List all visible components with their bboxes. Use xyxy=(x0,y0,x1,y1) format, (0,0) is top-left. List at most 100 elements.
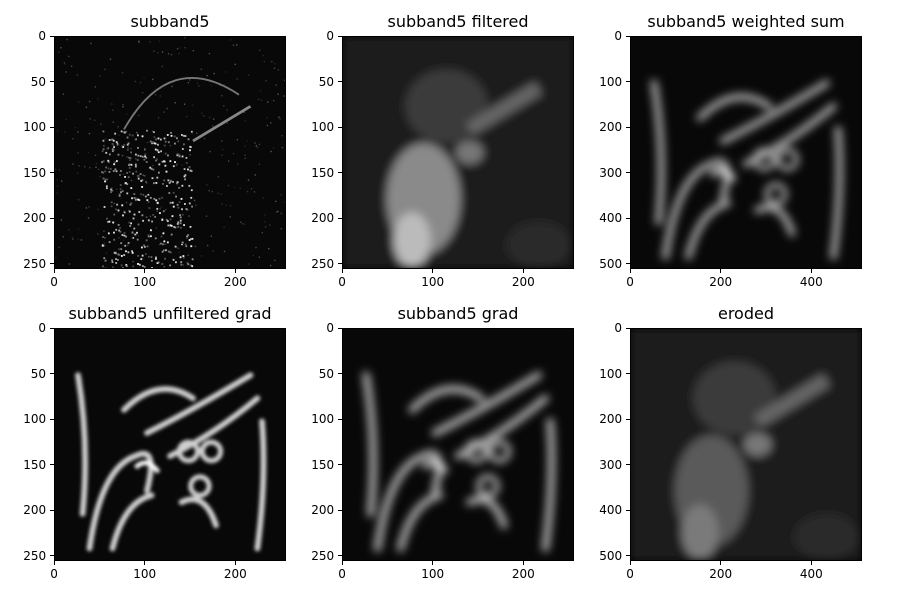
x-tick-label: 0 xyxy=(50,275,58,289)
image-plot xyxy=(342,328,574,561)
y-tick-label: 150 xyxy=(311,165,335,180)
x-tick-label: 200 xyxy=(223,275,247,289)
y-tick-label: 400 xyxy=(599,211,623,226)
image-plot xyxy=(630,36,862,269)
y-tick-label: 300 xyxy=(599,457,623,472)
x-tick-mark xyxy=(810,269,812,273)
grayscale-image xyxy=(631,37,861,268)
y-tick-label: 250 xyxy=(311,548,335,563)
x-tick-mark xyxy=(234,561,236,565)
x-tick-label: 100 xyxy=(421,275,445,289)
y-tick-mark xyxy=(626,555,630,557)
x-tick-mark xyxy=(432,561,434,565)
x-tick-label: 200 xyxy=(709,275,733,289)
x-tick-label: 100 xyxy=(421,567,445,581)
y-tick-label: 200 xyxy=(599,120,623,135)
y-tick-mark xyxy=(50,373,54,374)
y-tick-label: 150 xyxy=(23,165,47,180)
y-tick-label: 200 xyxy=(311,211,335,226)
y-tick-mark xyxy=(626,263,630,265)
y-tick-label: 100 xyxy=(23,120,47,135)
y-tick-mark xyxy=(626,373,630,374)
subplot-title: subband5 xyxy=(130,12,210,31)
y-tick-label: 0 xyxy=(38,29,47,43)
subplot-title: subband5 grad xyxy=(397,304,519,323)
subplot-title: eroded xyxy=(717,304,774,323)
y-tick-mark xyxy=(338,172,342,174)
y-tick-mark xyxy=(338,373,342,374)
y-tick-label: 200 xyxy=(23,211,47,226)
x-tick-label: 100 xyxy=(133,275,157,289)
y-tick-label: 100 xyxy=(311,412,335,427)
y-tick-mark xyxy=(338,509,342,511)
x-tick-label: 400 xyxy=(799,567,823,581)
y-tick-mark xyxy=(626,418,630,420)
y-tick-label: 50 xyxy=(30,74,47,89)
y-tick-mark xyxy=(626,464,630,466)
y-tick-mark xyxy=(50,263,54,265)
x-tick-mark xyxy=(432,269,434,273)
image-plot xyxy=(54,36,286,269)
x-tick-label: 200 xyxy=(511,567,535,581)
subplot-title: subband5 unfiltered grad xyxy=(68,304,272,323)
y-tick-mark xyxy=(626,217,630,219)
y-tick-mark xyxy=(338,327,342,329)
y-tick-label: 100 xyxy=(311,120,335,135)
x-tick-mark xyxy=(341,561,343,565)
y-tick-mark xyxy=(626,509,630,511)
y-tick-mark xyxy=(50,418,54,420)
y-tick-mark xyxy=(338,35,342,37)
x-tick-mark xyxy=(234,269,236,273)
x-tick-label: 0 xyxy=(50,567,58,581)
y-tick-mark xyxy=(338,418,342,420)
y-tick-label: 150 xyxy=(23,457,47,472)
y-tick-label: 200 xyxy=(311,503,335,518)
y-tick-mark xyxy=(338,263,342,265)
y-tick-mark xyxy=(50,327,54,329)
x-tick-mark xyxy=(629,269,631,273)
grayscale-image xyxy=(343,329,573,560)
y-tick-mark xyxy=(50,509,54,511)
y-tick-label: 250 xyxy=(23,256,47,271)
x-tick-mark xyxy=(629,561,631,565)
y-tick-label: 150 xyxy=(311,457,335,472)
y-tick-label: 0 xyxy=(614,29,623,43)
y-tick-mark xyxy=(626,327,630,329)
y-tick-mark xyxy=(50,35,54,37)
y-tick-mark xyxy=(338,126,342,128)
y-tick-label: 500 xyxy=(599,548,623,563)
x-tick-label: 200 xyxy=(709,567,733,581)
image-plot xyxy=(630,328,862,561)
y-tick-label: 250 xyxy=(311,256,335,271)
image-plot xyxy=(54,328,286,561)
x-tick-label: 200 xyxy=(511,275,535,289)
x-tick-mark xyxy=(720,269,722,273)
x-tick-mark xyxy=(522,269,524,273)
y-tick-mark xyxy=(338,81,342,82)
y-tick-label: 0 xyxy=(614,321,623,335)
y-tick-mark xyxy=(338,464,342,466)
x-tick-label: 400 xyxy=(799,275,823,289)
y-tick-label: 400 xyxy=(599,503,623,518)
y-tick-label: 300 xyxy=(599,165,623,180)
y-tick-mark xyxy=(626,35,630,37)
y-tick-label: 50 xyxy=(318,74,335,89)
grayscale-image xyxy=(55,329,285,560)
subplot-title: subband5 filtered xyxy=(387,12,529,31)
y-tick-mark xyxy=(50,81,54,82)
y-tick-mark xyxy=(50,555,54,557)
x-tick-label: 0 xyxy=(338,567,346,581)
x-tick-label: 0 xyxy=(338,275,346,289)
y-tick-label: 50 xyxy=(318,366,335,381)
y-tick-label: 250 xyxy=(23,548,47,563)
y-tick-mark xyxy=(626,81,630,82)
y-tick-label: 100 xyxy=(599,74,623,89)
y-tick-label: 0 xyxy=(38,321,47,335)
x-tick-mark xyxy=(53,561,55,565)
x-tick-mark xyxy=(53,269,55,273)
x-tick-mark xyxy=(522,561,524,565)
